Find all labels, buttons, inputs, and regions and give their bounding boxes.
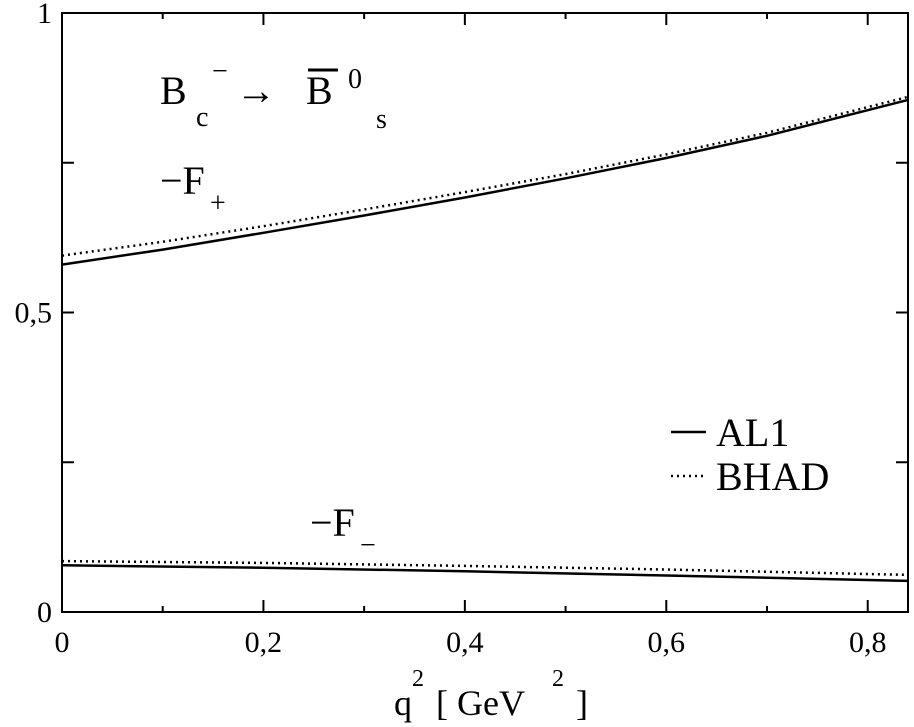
xlabel-q: q (394, 683, 412, 723)
y-tick-label: 1 (37, 0, 52, 30)
xlabel-end: ] (576, 683, 588, 723)
process-b: B (160, 68, 187, 113)
fplus-annotation: −F + (160, 158, 226, 219)
process-minus-superscript: − (212, 56, 228, 87)
x-tick-label: 0,8 (849, 626, 887, 659)
xlabel-mid: [ GeV (436, 683, 525, 723)
fminus-annotation: −F − (310, 500, 376, 561)
series-lines (61, 95, 909, 583)
fplus-subscript: + (210, 188, 226, 219)
process-zero-superscript: 0 (348, 64, 362, 95)
process-c-subscript: c (196, 102, 208, 133)
process-arrow: → (236, 68, 276, 113)
xlabel-sup1: 2 (412, 666, 424, 692)
y-tick-label: 0,5 (15, 297, 53, 330)
x-axis-title: q 2 [ GeV 2 ] (394, 666, 588, 723)
x-tick-label: 0,6 (648, 626, 686, 659)
process-s-subscript: s (376, 104, 387, 135)
fminus-label: −F (310, 500, 355, 545)
series-line-al1-fminus (61, 564, 909, 583)
legend-label-al1: AL1 (716, 410, 789, 455)
y-tick-label: 0 (37, 596, 52, 629)
x-tick-label: 0 (55, 626, 70, 659)
plot-frame (61, 12, 909, 613)
legend-label-bhad: BHAD (716, 454, 829, 499)
legend: AL1 BHAD (671, 410, 829, 499)
series-line-al1-fplus (61, 98, 909, 266)
series-line-bhad-fminus (61, 559, 909, 577)
process-bbar: B (306, 68, 333, 113)
process-annotation: B c − → B 0 s (160, 56, 387, 135)
x-tick-label: 0,4 (446, 626, 484, 659)
xlabel-sup2: 2 (552, 666, 564, 692)
fminus-subscript: − (360, 530, 376, 561)
fplus-label: −F (160, 158, 205, 203)
ticks: 0 0,2 0,4 0,6 0,8 0 0,5 1 (15, 0, 908, 659)
x-tick-label: 0,2 (245, 626, 283, 659)
